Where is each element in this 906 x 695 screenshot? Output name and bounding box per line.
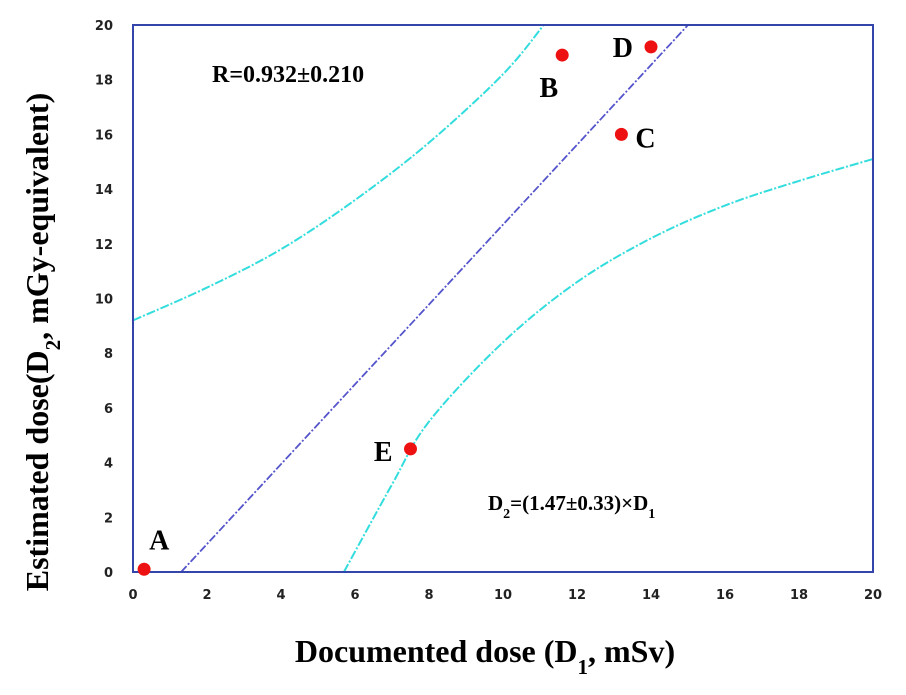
x-tick-label: 0	[128, 588, 137, 603]
point-label-e: E	[374, 437, 393, 468]
y-tick-label: 20	[95, 19, 113, 34]
y-tick-label: 2	[104, 511, 113, 526]
point-label-c: C	[635, 123, 655, 154]
r-value-annotation: R=0.932±0.210	[212, 62, 364, 88]
x-tick-label: 4	[276, 588, 285, 603]
x-tick-label: 6	[350, 588, 359, 603]
x-tick-label: 10	[494, 588, 512, 603]
x-tick-label: 12	[568, 588, 586, 603]
x-axis-title: Documented dose (D1, mSv)	[295, 633, 675, 679]
y-tick-label: 12	[95, 238, 113, 253]
point-label-d: D	[613, 33, 633, 64]
data-point-a	[137, 562, 151, 576]
plot-frame	[132, 24, 874, 573]
y-tick-label: 4	[104, 457, 113, 472]
x-tick-label: 2	[202, 588, 211, 603]
data-point-c	[614, 127, 628, 141]
y-tick-label: 6	[104, 402, 113, 417]
lower-confidence-curve	[343, 158, 874, 573]
data-point-e	[404, 442, 417, 456]
y-tick-label: 18	[95, 74, 113, 89]
y-tick-label: 0	[104, 566, 113, 581]
upper-confidence-curve	[132, 24, 545, 322]
data-point-d	[644, 40, 658, 54]
point-label-b: B	[540, 73, 559, 104]
y-tick-label: 14	[95, 183, 113, 198]
fit-equation-annotation: D2=(1.47±0.33)×D1	[488, 491, 655, 522]
data-point-b	[555, 48, 569, 62]
y-tick-label: 10	[95, 293, 113, 308]
regression-line	[180, 24, 689, 573]
point-label-a: A	[149, 525, 170, 556]
y-tick-label: 16	[95, 128, 113, 143]
x-tick-label: 8	[424, 588, 433, 603]
x-tick-label: 16	[716, 588, 734, 603]
y-tick-label: 8	[104, 347, 113, 362]
x-tick-label: 18	[790, 588, 808, 603]
y-axis-title: Estimated dose(D2, mGy-equivalent)	[19, 93, 65, 591]
x-tick-label: 20	[864, 588, 882, 603]
x-tick-label: 14	[642, 588, 660, 603]
